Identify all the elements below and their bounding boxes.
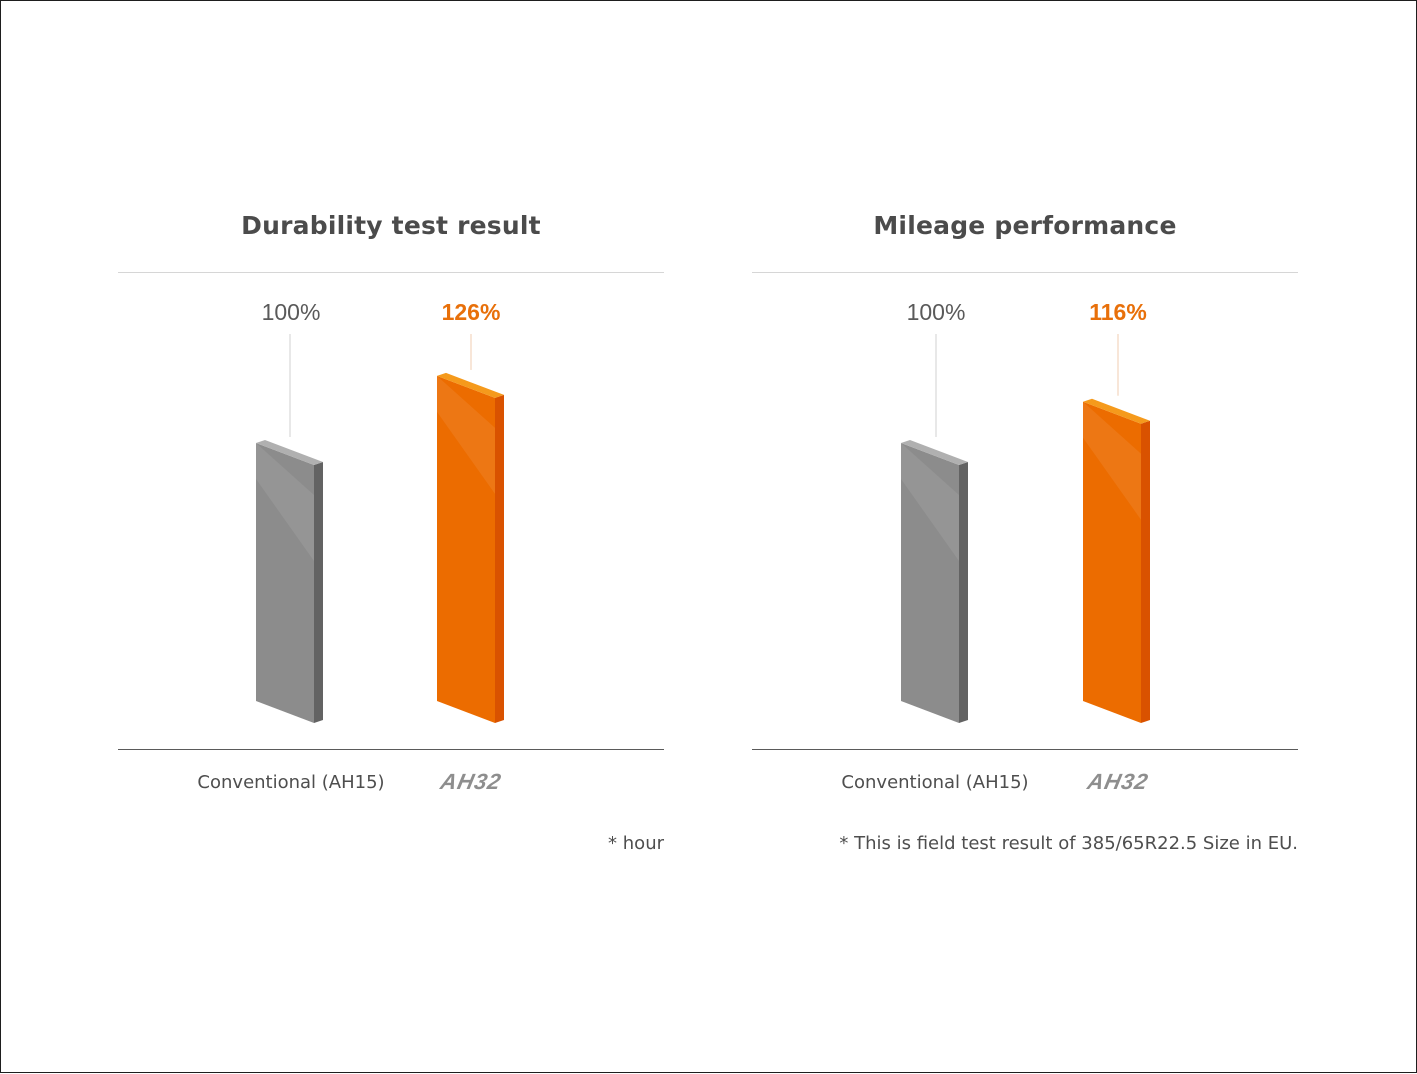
product-bar xyxy=(1083,398,1150,723)
bar-front-face xyxy=(256,443,314,723)
bar-side-face xyxy=(495,394,504,723)
bar-highlight xyxy=(901,443,959,561)
bar-side-face xyxy=(959,462,968,723)
conventional-bar xyxy=(901,440,968,723)
mileage-bars xyxy=(901,334,1150,723)
top-divider xyxy=(752,272,1298,273)
bar-top-face xyxy=(1083,398,1150,424)
chart-title: Mileage performance xyxy=(873,211,1177,240)
top-divider xyxy=(118,272,664,273)
bar-top-face xyxy=(256,440,323,465)
durability-bars xyxy=(256,334,504,723)
bar-front-face xyxy=(901,443,959,723)
bar-front-face xyxy=(437,375,495,723)
x-axis-baseline xyxy=(118,749,664,750)
bar-top-face xyxy=(437,372,504,398)
product-category-label: AH32 xyxy=(1085,769,1151,794)
product-value-label: 126% xyxy=(441,299,501,325)
mileage-chart-panel: Mileage performance 100% 116% Convention… xyxy=(752,1,1298,1074)
footnote: * hour xyxy=(608,833,664,854)
conventional-value-label: 100% xyxy=(906,299,966,325)
conventional-value-label: 100% xyxy=(261,299,321,325)
product-category-label: AH32 xyxy=(438,769,504,794)
bar-front-face xyxy=(1083,401,1141,723)
bar-highlight xyxy=(437,375,495,494)
bar-highlight xyxy=(1083,401,1141,520)
x-axis-baseline xyxy=(752,749,1298,750)
bar-highlight xyxy=(256,443,314,561)
conventional-category-label: Conventional (AH15) xyxy=(197,772,385,793)
product-value-label: 116% xyxy=(1089,299,1147,325)
bar-side-face xyxy=(1141,420,1150,723)
product-bar xyxy=(437,372,504,723)
chart-title: Durability test result xyxy=(241,211,541,240)
footnote: * This is field test result of 385/65R22… xyxy=(839,833,1298,854)
conventional-category-label: Conventional (AH15) xyxy=(841,772,1029,793)
conventional-bar xyxy=(256,440,323,723)
bar-top-face xyxy=(901,440,968,465)
bar-side-face xyxy=(314,462,323,723)
durability-chart-panel: Durability test result 100% 126% Convent… xyxy=(118,1,664,1074)
